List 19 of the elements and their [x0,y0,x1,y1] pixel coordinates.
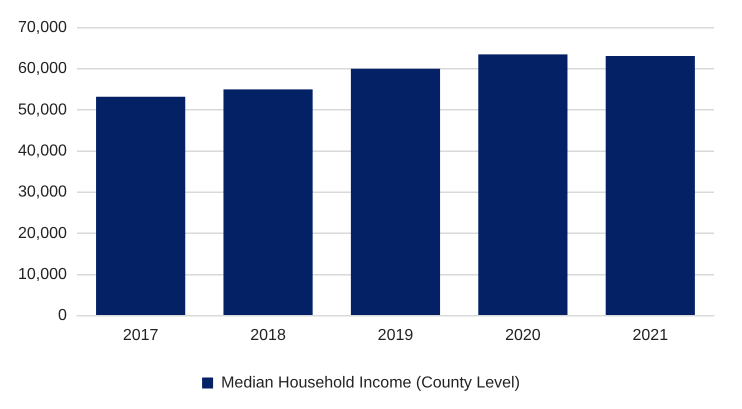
y-tick-label: 70,000 [18,19,68,36]
y-tick-label: 10,000 [18,266,68,284]
y-tick-label: 0 [58,307,68,324]
x-tick-label: 2021 [632,326,668,344]
x-tick-label: 2018 [250,326,286,344]
y-tick-label: 60,000 [18,60,68,78]
y-tick-label: 20,000 [18,224,68,242]
y-tick-label: 40,000 [18,142,68,160]
bar [223,89,313,316]
legend-label: Median Household Income (County Level) [221,374,520,392]
x-tick-label: 2020 [505,326,541,344]
bar [606,56,695,316]
y-tick-label: 30,000 [18,184,68,201]
bar [96,96,186,316]
bar [350,68,440,316]
x-tick-label: 2017 [122,326,159,344]
y-tick-label: 50,000 [18,101,68,118]
x-tick-label: 2019 [378,326,414,344]
bar [478,54,568,316]
